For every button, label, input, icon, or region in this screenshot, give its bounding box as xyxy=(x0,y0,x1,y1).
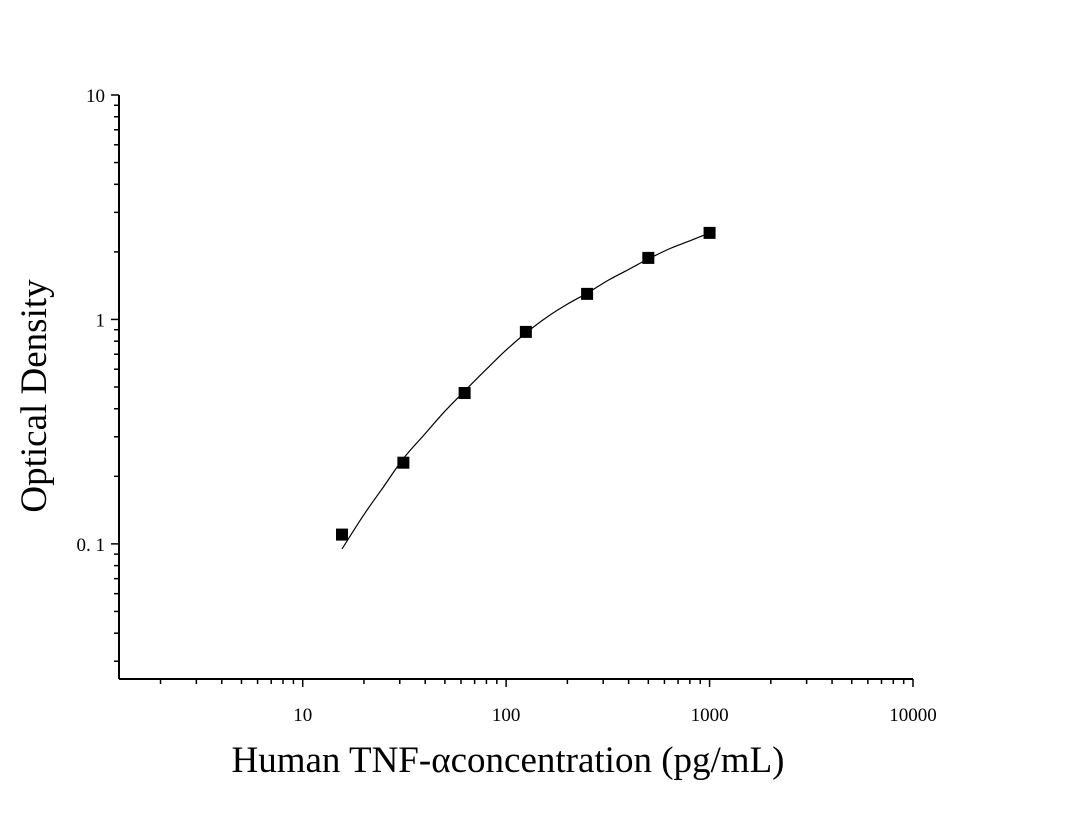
data-points-layer xyxy=(336,226,716,541)
fit-curve-layer xyxy=(341,232,710,550)
x-tick-label: 100 xyxy=(492,705,521,726)
data-point xyxy=(519,325,532,338)
y-axis-title: Optical Density xyxy=(14,279,55,513)
fit-curve xyxy=(341,232,710,550)
data-point xyxy=(397,456,410,469)
y-tick-label: 1 xyxy=(96,310,106,331)
data-point xyxy=(642,251,655,264)
y-tick-label: 10 xyxy=(86,86,105,107)
axes: 10 100 1000 10000 0. 1 1 10 xyxy=(77,86,937,726)
x-tick-label: 1000 xyxy=(691,705,729,726)
x-tick-label: 10 xyxy=(293,705,312,726)
data-point xyxy=(336,528,349,541)
data-point xyxy=(703,226,716,239)
x-tick-label: 10000 xyxy=(889,705,937,726)
data-point xyxy=(581,287,594,300)
x-axis-title: Human TNF-αconcentration (pg/mL) xyxy=(231,740,784,781)
data-point xyxy=(458,387,471,400)
y-tick-label: 0. 1 xyxy=(77,535,106,556)
